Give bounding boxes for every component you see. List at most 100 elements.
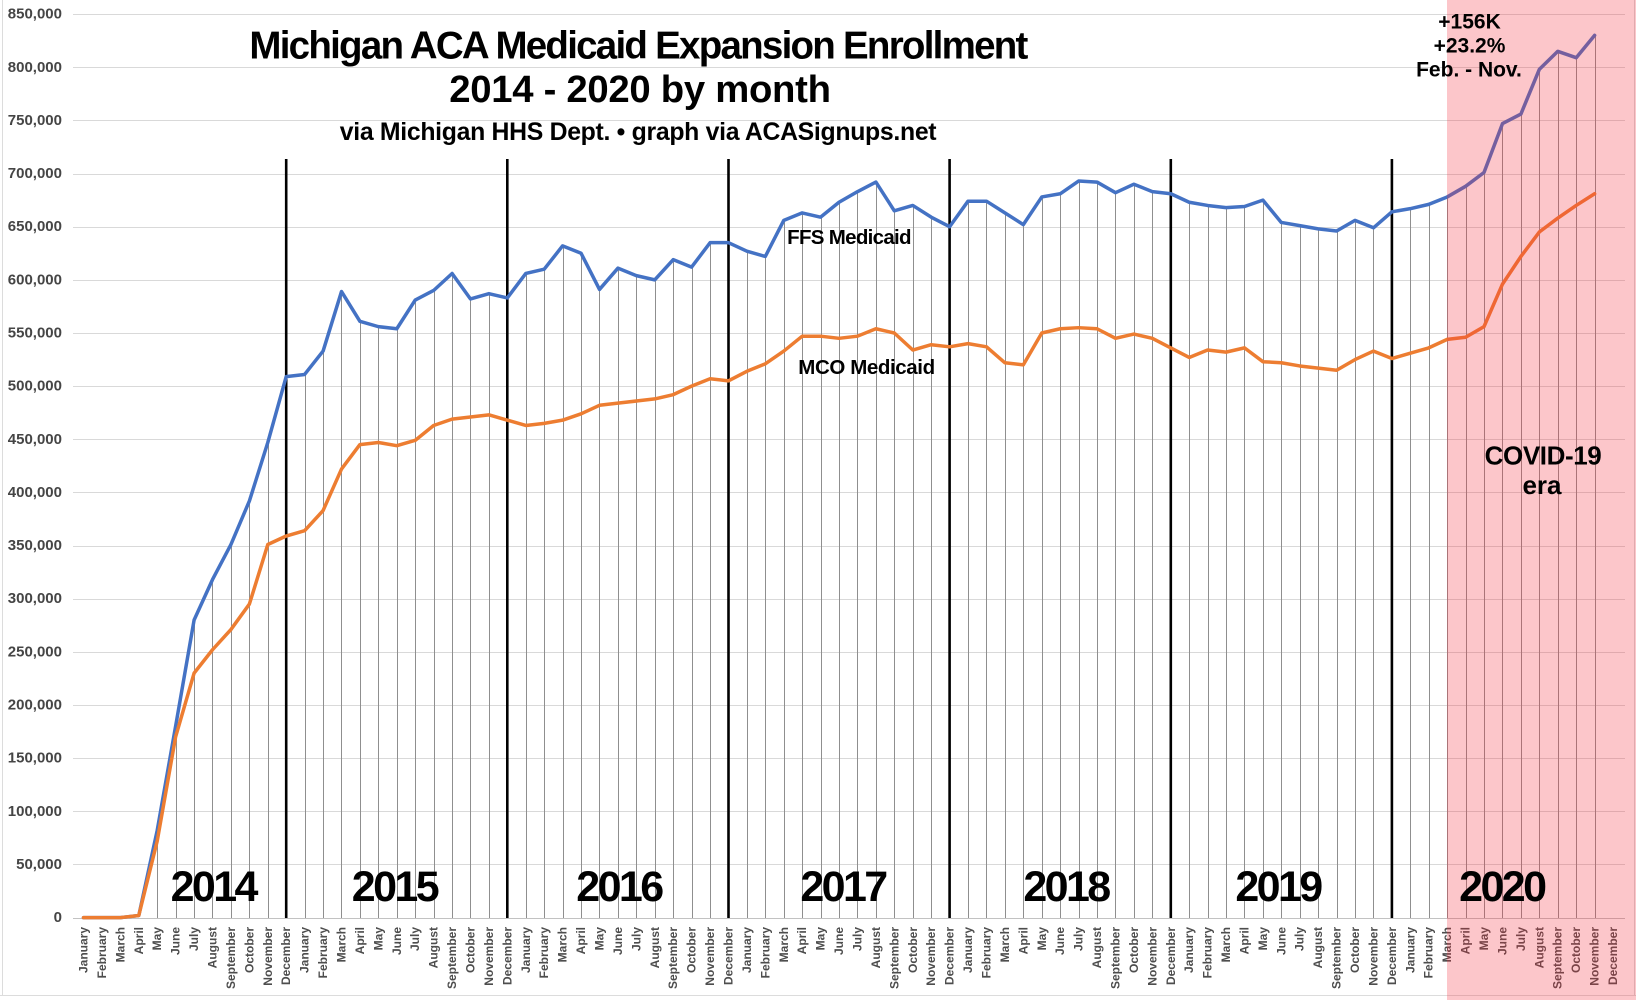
svg-text:January: January xyxy=(77,927,91,973)
svg-text:November: November xyxy=(924,927,938,986)
svg-text:March: March xyxy=(113,927,127,962)
svg-text:350,000: 350,000 xyxy=(8,537,62,554)
svg-text:650,000: 650,000 xyxy=(8,218,62,235)
svg-text:May: May xyxy=(150,927,164,951)
svg-text:October: October xyxy=(1569,927,1583,973)
svg-text:March: March xyxy=(1219,927,1233,962)
svg-text:Michigan ACA Medicaid Expansio: Michigan ACA Medicaid Expansion Enrollme… xyxy=(249,24,1028,67)
svg-text:November: November xyxy=(1367,927,1381,986)
svg-text:June: June xyxy=(1274,927,1288,955)
svg-text:October: October xyxy=(464,927,478,973)
svg-text:550,000: 550,000 xyxy=(8,325,62,342)
svg-text:August: August xyxy=(648,927,662,968)
svg-text:April: April xyxy=(1459,927,1473,954)
svg-text:2016: 2016 xyxy=(576,863,663,911)
svg-text:2015: 2015 xyxy=(352,863,439,911)
svg-text:June: June xyxy=(1496,927,1510,955)
svg-text:+23.2%: +23.2% xyxy=(1434,35,1506,58)
svg-text:March: March xyxy=(556,927,570,962)
svg-text:500,000: 500,000 xyxy=(8,378,62,395)
svg-text:August: August xyxy=(427,927,441,968)
svg-text:July: July xyxy=(629,927,643,951)
svg-text:October: October xyxy=(1348,927,1362,973)
svg-text:250,000: 250,000 xyxy=(8,643,62,660)
svg-text:July: July xyxy=(408,927,422,951)
svg-text:June: June xyxy=(1053,927,1067,955)
svg-text:2014: 2014 xyxy=(171,863,259,911)
svg-text:January: January xyxy=(519,927,533,973)
svg-text:2020: 2020 xyxy=(1459,863,1546,911)
svg-text:850,000: 850,000 xyxy=(8,6,62,23)
svg-text:600,000: 600,000 xyxy=(8,271,62,288)
svg-text:April: April xyxy=(795,927,809,954)
svg-text:2018: 2018 xyxy=(1023,863,1110,911)
svg-text:February: February xyxy=(758,927,772,979)
svg-text:300,000: 300,000 xyxy=(8,590,62,607)
svg-text:August: August xyxy=(869,927,883,968)
svg-text:August: August xyxy=(1532,927,1546,968)
svg-text:December: December xyxy=(500,927,514,985)
svg-text:October: October xyxy=(242,927,256,973)
svg-text:February: February xyxy=(1201,927,1215,979)
svg-text:April: April xyxy=(132,927,146,954)
svg-text:September: September xyxy=(887,927,901,989)
svg-text:September: September xyxy=(1551,927,1565,989)
svg-text:May: May xyxy=(1477,927,1491,951)
svg-text:December: December xyxy=(1164,927,1178,985)
svg-text:November: November xyxy=(1145,927,1159,986)
svg-text:August: August xyxy=(1090,927,1104,968)
svg-text:May: May xyxy=(1256,927,1270,951)
svg-text:May: May xyxy=(814,927,828,951)
svg-text:April: April xyxy=(1016,927,1030,954)
svg-text:era: era xyxy=(1522,470,1562,500)
svg-text:November: November xyxy=(482,927,496,986)
svg-text:May: May xyxy=(371,927,385,951)
svg-text:November: November xyxy=(261,927,275,986)
svg-text:March: March xyxy=(335,927,349,962)
svg-text:January: January xyxy=(1182,927,1196,973)
svg-text:February: February xyxy=(316,927,330,979)
svg-text:December: December xyxy=(1385,927,1399,985)
svg-text:December: December xyxy=(279,927,293,985)
svg-text:December: December xyxy=(1606,927,1620,985)
svg-text:COVID-19: COVID-19 xyxy=(1485,441,1602,471)
svg-text:July: July xyxy=(1072,927,1086,951)
svg-text:November: November xyxy=(703,927,717,986)
svg-text:700,000: 700,000 xyxy=(8,165,62,182)
svg-text:January: January xyxy=(740,927,754,973)
svg-text:400,000: 400,000 xyxy=(8,484,62,501)
svg-text:January: January xyxy=(961,927,975,973)
svg-text:750,000: 750,000 xyxy=(8,112,62,129)
svg-text:June: June xyxy=(169,927,183,955)
svg-text:50,000: 50,000 xyxy=(16,856,62,873)
svg-text:2019: 2019 xyxy=(1235,863,1322,911)
svg-text:May: May xyxy=(593,927,607,951)
svg-text:June: June xyxy=(832,927,846,955)
svg-text:MCO Medicaid: MCO Medicaid xyxy=(798,356,934,379)
svg-text:June: June xyxy=(390,927,404,955)
svg-text:Feb. - Nov.: Feb. - Nov. xyxy=(1416,59,1522,82)
svg-text:January: January xyxy=(298,927,312,973)
svg-text:July: July xyxy=(187,927,201,951)
svg-text:2017: 2017 xyxy=(800,863,887,911)
svg-text:September: September xyxy=(1330,927,1344,989)
svg-text:January: January xyxy=(1403,927,1417,973)
svg-text:October: October xyxy=(906,927,920,973)
svg-text:800,000: 800,000 xyxy=(8,59,62,76)
svg-text:via Michigan HHS Dept. • graph: via Michigan HHS Dept. • graph via ACASi… xyxy=(340,119,937,146)
svg-text:150,000: 150,000 xyxy=(8,750,62,767)
svg-text:March: March xyxy=(1440,927,1454,962)
svg-text:July: July xyxy=(851,927,865,951)
svg-text:May: May xyxy=(1035,927,1049,951)
svg-text:March: March xyxy=(998,927,1012,962)
svg-text:December: December xyxy=(722,927,736,985)
svg-text:2014 - 2020 by month: 2014 - 2020 by month xyxy=(449,68,830,111)
svg-text:September: September xyxy=(224,927,238,989)
svg-text:450,000: 450,000 xyxy=(8,431,62,448)
svg-text:April: April xyxy=(574,927,588,954)
svg-text:August: August xyxy=(1311,927,1325,968)
svg-text:October: October xyxy=(685,927,699,973)
svg-text:October: October xyxy=(1127,927,1141,973)
svg-text:July: July xyxy=(1514,927,1528,951)
svg-text:February: February xyxy=(95,927,109,979)
